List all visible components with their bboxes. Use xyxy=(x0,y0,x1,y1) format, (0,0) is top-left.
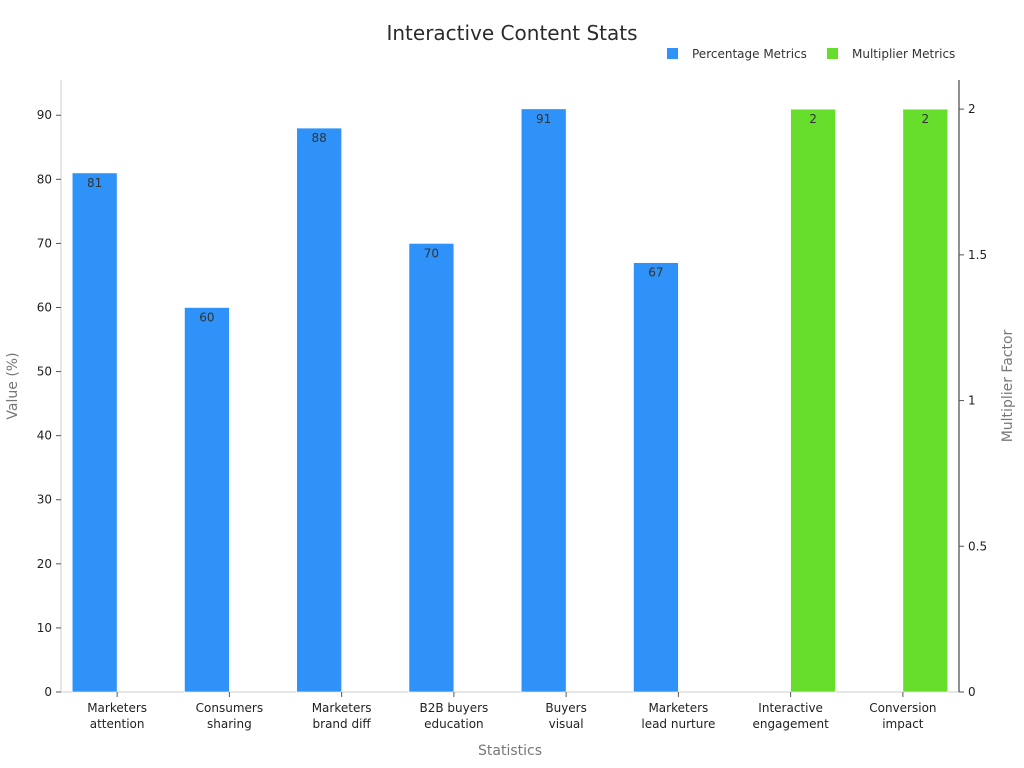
right-axis-ticks: 0 0.5 1 1.5 2 xyxy=(959,102,987,699)
bar-value-label: 81 xyxy=(87,176,102,190)
bar-value-label: 2 xyxy=(809,112,817,126)
y-axis-title: Value (%) xyxy=(5,352,21,419)
left-tick-label: 40 xyxy=(37,429,52,443)
x-tick-label: Buyers visual xyxy=(545,701,587,731)
chart-title: Interactive Content Stats xyxy=(386,21,637,45)
right-tick-label: 1 xyxy=(968,394,976,408)
bar[interactable] xyxy=(790,108,836,693)
x-axis-title: Statistics xyxy=(478,743,542,759)
x-tick-label: Marketers attention xyxy=(87,701,147,731)
x-tick-label: Marketers brand diff xyxy=(312,701,372,731)
legend-swatch-multiplier xyxy=(827,48,838,59)
bar-value-label: 70 xyxy=(424,246,439,260)
legend-label-percentage: Percentage Metrics xyxy=(692,47,807,61)
bar-value-label: 67 xyxy=(648,266,663,280)
bar-value-label: 88 xyxy=(312,131,327,145)
left-tick-label: 10 xyxy=(37,621,52,635)
left-tick-label: 70 xyxy=(37,236,52,250)
right-tick-label: 0.5 xyxy=(968,539,987,553)
bar[interactable] xyxy=(71,172,118,693)
bar[interactable] xyxy=(408,243,455,693)
right-tick-label: 2 xyxy=(968,102,976,116)
category-labels: Marketers attention Consumers sharing Market… xyxy=(87,692,937,731)
x-tick-label: Interactive engagement xyxy=(752,701,829,731)
y2-axis-title: Multiplier Factor xyxy=(1000,329,1016,442)
left-tick-label: 80 xyxy=(37,172,52,186)
bar-value-label: 2 xyxy=(922,112,930,126)
legend-item-percentage[interactable]: Percentage Metrics xyxy=(667,47,807,61)
bar[interactable] xyxy=(296,127,342,693)
data-labels: 81 60 88 70 91 67 2 2 xyxy=(87,112,929,325)
bars xyxy=(71,108,949,693)
left-axis-ticks: 0 10 20 30 40 50 60 70 80 90 xyxy=(37,108,61,699)
bar-value-label: 60 xyxy=(199,310,214,324)
left-tick-label: 20 xyxy=(37,557,52,571)
legend: Percentage Metrics Multiplier Metrics xyxy=(667,47,955,61)
x-tick-label: Conversion impact xyxy=(869,701,936,731)
bar[interactable] xyxy=(902,108,949,693)
left-tick-label: 60 xyxy=(37,300,52,314)
legend-swatch-percentage xyxy=(667,48,678,59)
x-tick-label: Marketers lead nurture xyxy=(641,701,715,731)
left-tick-label: 0 xyxy=(44,685,52,699)
right-tick-label: 1.5 xyxy=(968,248,987,262)
x-tick-label: B2B buyers education xyxy=(419,701,488,731)
x-tick-label: Consumers sharing xyxy=(196,701,263,731)
left-tick-label: 30 xyxy=(37,493,52,507)
right-tick-label: 0 xyxy=(968,685,976,699)
bar-value-label: 91 xyxy=(536,112,551,126)
legend-item-multiplier[interactable]: Multiplier Metrics xyxy=(827,47,955,61)
bar[interactable] xyxy=(633,262,679,693)
left-tick-label: 90 xyxy=(37,108,52,122)
bar[interactable] xyxy=(520,108,567,693)
legend-label-multiplier: Multiplier Metrics xyxy=(852,47,955,61)
left-tick-label: 50 xyxy=(37,365,52,379)
bar[interactable] xyxy=(184,307,230,693)
